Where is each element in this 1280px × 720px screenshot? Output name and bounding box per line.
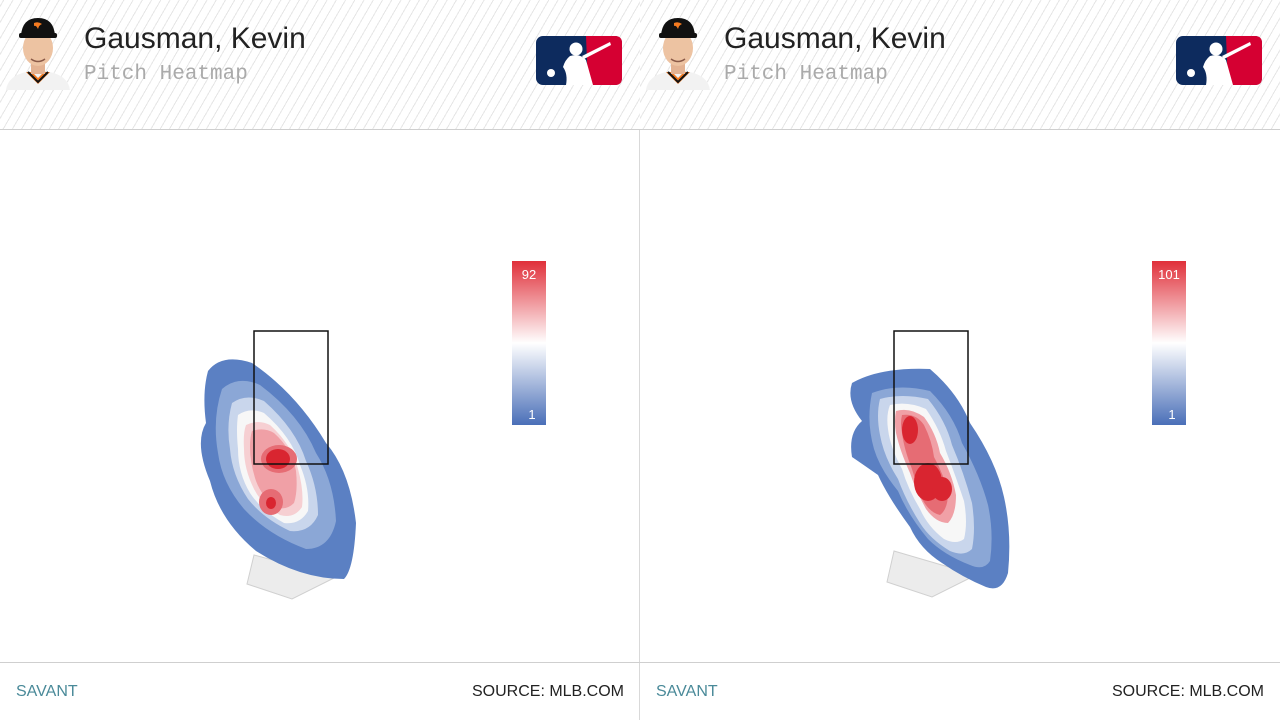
heatmap-panel-left: Gausman, Kevin Pitch Heatmap [0,0,640,720]
player-name: Gausman, Kevin [724,22,946,55]
panel-header: Gausman, Kevin Pitch Heatmap [0,0,640,130]
legend-min-label: 1 [1168,407,1175,422]
panel-footer: SAVANT SOURCE: MLB.COM [640,662,1280,720]
panel-header: Gausman, Kevin Pitch Heatmap [640,0,1280,130]
mlb-logo-icon [1176,36,1262,85]
color-legend: 92 1 [512,261,546,425]
player-headshot-icon [4,14,72,90]
savant-brand: SAVANT [656,683,718,700]
player-name: Gausman, Kevin [84,22,306,55]
heatmap-contours [200,359,356,579]
heatmap-panel-right: Gausman, Kevin Pitch Heatmap [640,0,1280,720]
player-headshot-icon [644,14,712,90]
heatmap-plot: 92 1 [0,131,640,661]
savant-brand: SAVANT [16,683,78,700]
color-legend: 101 1 [1152,261,1186,425]
chart-subtitle: Pitch Heatmap [84,63,248,86]
legend-max-label: 92 [522,267,536,282]
source-credit: SOURCE: MLB.COM [471,683,624,700]
strike-zone [253,330,329,465]
source-credit: SOURCE: MLB.COM [1111,683,1264,700]
legend-min-label: 1 [528,407,535,422]
heatmap-plot: 101 1 [640,131,1280,661]
mlb-logo-icon [536,36,622,85]
heatmap-contours [850,368,1010,589]
chart-subtitle: Pitch Heatmap [724,63,888,86]
legend-max-label: 101 [1158,267,1180,282]
panel-footer: SAVANT SOURCE: MLB.COM [0,662,640,720]
strike-zone [893,330,969,465]
